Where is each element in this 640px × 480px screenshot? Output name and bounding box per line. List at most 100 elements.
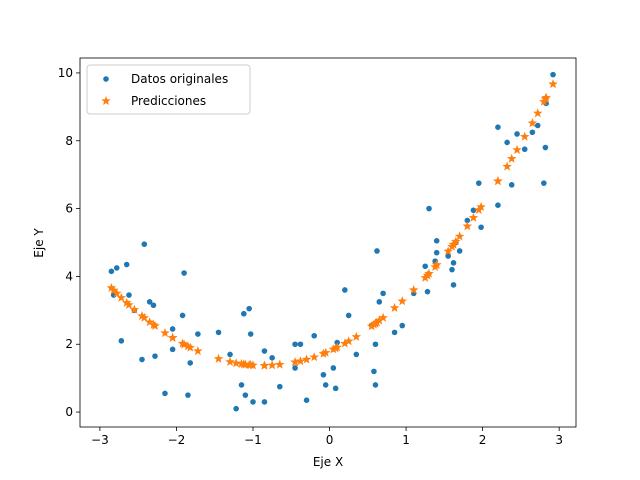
point [342, 287, 348, 293]
point [376, 299, 383, 305]
plot-frame [79, 57, 577, 428]
point [301, 354, 312, 364]
point [141, 241, 148, 247]
point [129, 304, 140, 314]
point [275, 359, 285, 369]
point [426, 205, 432, 212]
point [502, 161, 512, 171]
point [332, 342, 342, 352]
point [476, 201, 486, 211]
point [187, 360, 194, 366]
point [340, 338, 350, 348]
point [231, 358, 241, 368]
point [150, 302, 157, 309]
point [422, 263, 429, 270]
point [443, 246, 453, 256]
point [506, 153, 517, 163]
point [152, 353, 158, 359]
point [450, 282, 457, 288]
point [541, 92, 551, 102]
point [378, 312, 388, 322]
point [185, 342, 195, 352]
point [445, 253, 451, 259]
point [139, 356, 145, 363]
point [408, 284, 419, 295]
point [330, 365, 337, 371]
point [532, 108, 543, 118]
point [297, 341, 304, 348]
point [451, 236, 461, 246]
point [108, 268, 115, 275]
point [124, 299, 134, 309]
point [527, 118, 538, 128]
legend-marker [101, 96, 111, 106]
point [292, 365, 298, 371]
point [162, 390, 168, 397]
point [534, 122, 541, 129]
x-tick-label: 0 [326, 433, 334, 447]
point [495, 202, 501, 208]
point [247, 331, 254, 337]
point [454, 231, 465, 241]
point [261, 348, 268, 354]
x-tick-label: −2 [168, 433, 186, 447]
point [111, 288, 122, 298]
x-axis-label: Eje X [313, 455, 343, 469]
point [424, 268, 434, 278]
point [241, 310, 247, 317]
point [269, 355, 275, 361]
point [514, 131, 520, 137]
point [276, 383, 283, 390]
y-tick-label: 0 [65, 405, 73, 419]
point [248, 360, 258, 370]
point [508, 182, 515, 188]
x-tick-label: 1 [402, 433, 410, 447]
point [424, 288, 431, 295]
point [332, 385, 339, 392]
point [121, 297, 132, 307]
point [519, 131, 530, 141]
point [144, 317, 155, 327]
point [238, 382, 245, 388]
point [320, 347, 331, 357]
point [215, 329, 222, 336]
y-tick-label: 2 [65, 337, 73, 351]
point [449, 266, 455, 273]
legend-box [86, 64, 251, 115]
point [261, 399, 268, 405]
x-tick-label: 3 [555, 433, 563, 447]
point [181, 270, 187, 276]
point [345, 312, 352, 319]
point [195, 331, 201, 337]
point [309, 352, 319, 362]
x-tick-label: 2 [479, 433, 487, 447]
point [542, 144, 549, 151]
point [399, 322, 406, 329]
point [233, 405, 239, 412]
legend-marker [103, 76, 109, 82]
legend-label: Datos originales [131, 72, 228, 86]
point [318, 348, 329, 358]
x-tick-label: −1 [244, 433, 262, 447]
point [160, 328, 170, 338]
point [246, 305, 252, 312]
point [470, 207, 477, 214]
point [397, 296, 407, 306]
point [320, 371, 327, 378]
point [374, 248, 380, 254]
point [431, 259, 442, 269]
point [372, 317, 382, 327]
point [512, 144, 522, 154]
point [495, 124, 501, 130]
point [548, 79, 558, 89]
point [372, 341, 379, 348]
point [433, 249, 440, 256]
legend-label: Predicciones [131, 94, 206, 108]
y-tick-label: 4 [65, 269, 73, 283]
point [450, 260, 457, 266]
point [328, 344, 339, 354]
point [493, 176, 503, 186]
point [550, 71, 556, 78]
point [366, 321, 377, 331]
